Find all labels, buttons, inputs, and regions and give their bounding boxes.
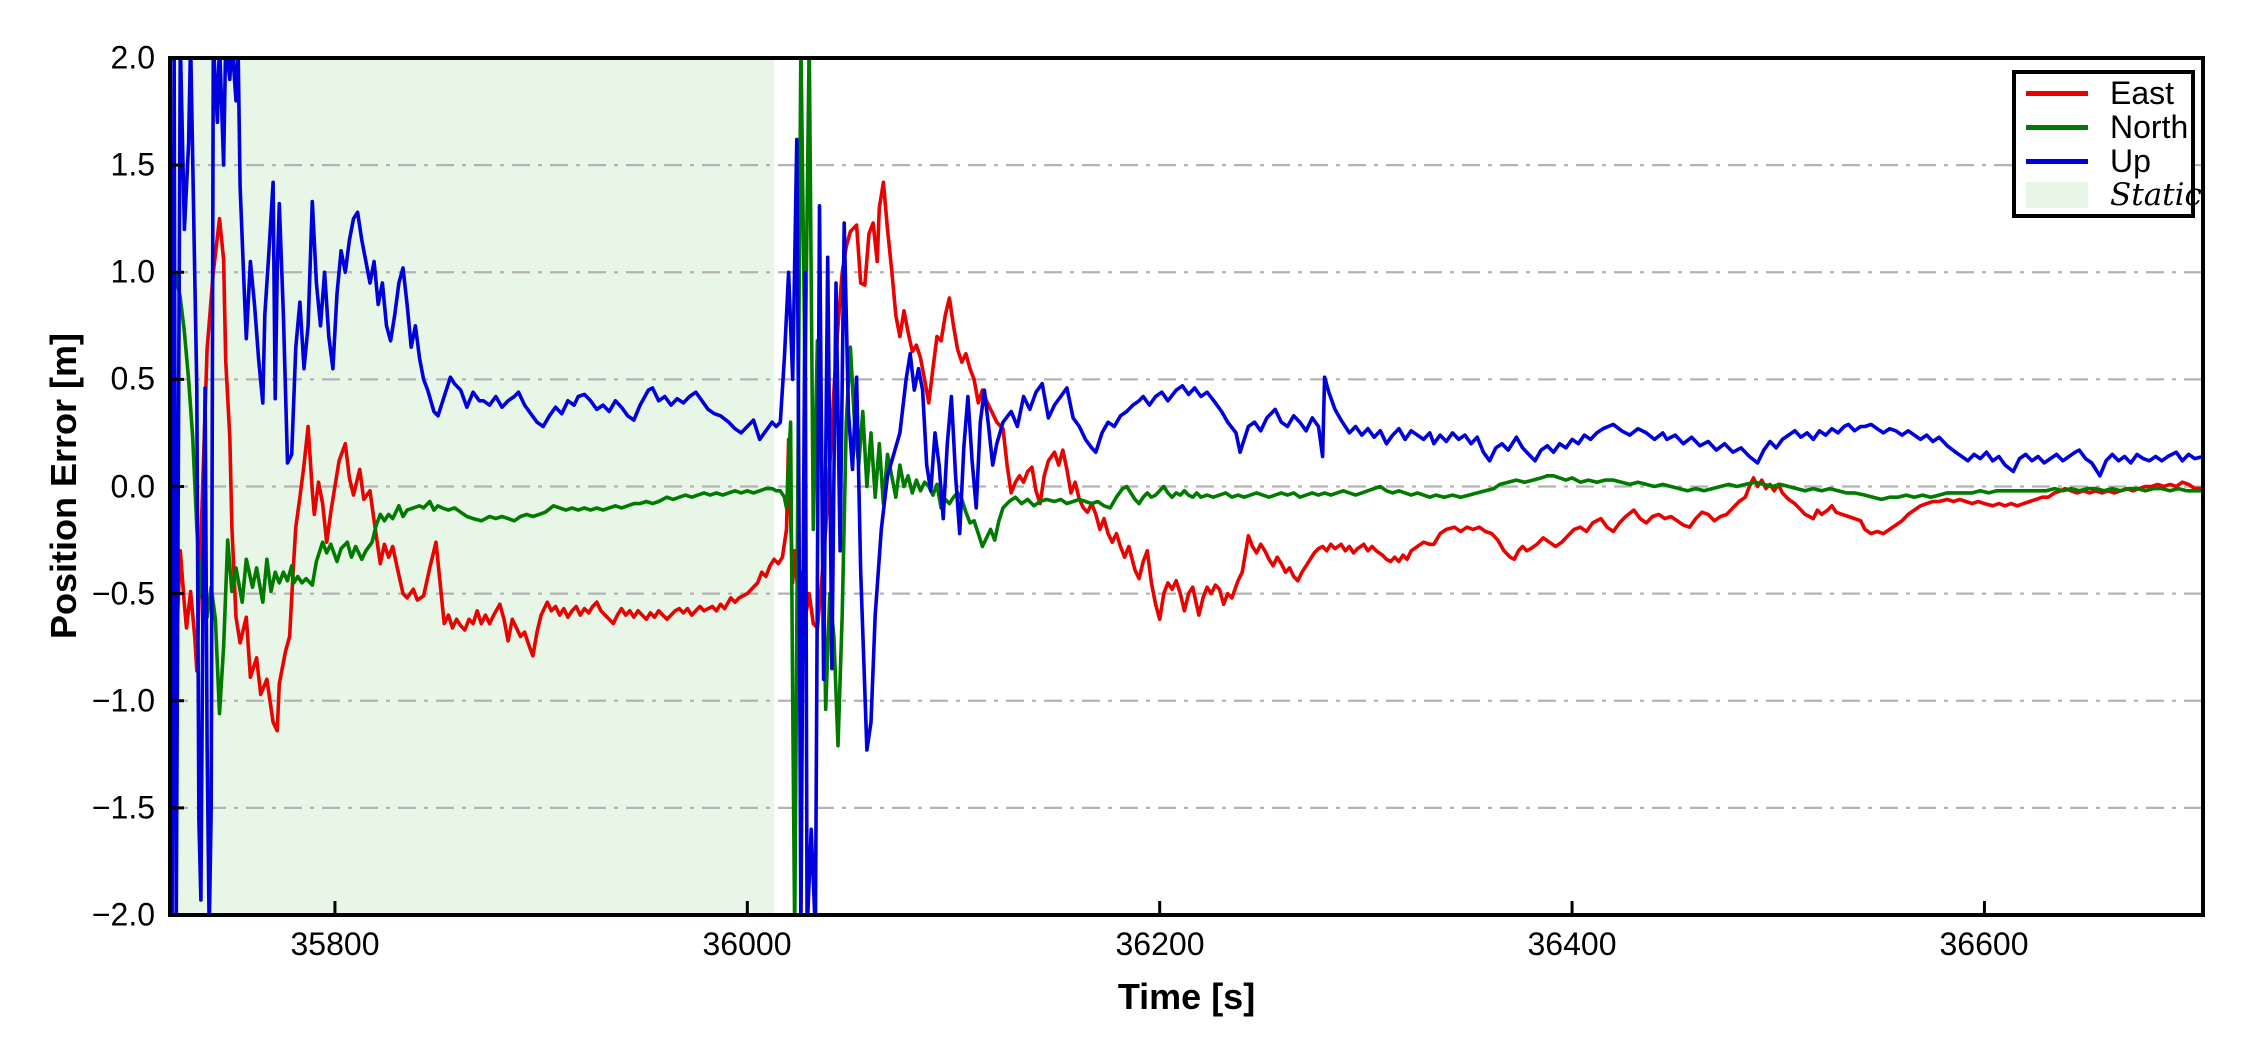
x-tick-label: 36600 — [1939, 926, 2029, 962]
legend-item-up: Up — [2026, 144, 2191, 178]
x-axis-label: Time [s] — [1117, 976, 1256, 1017]
legend-static-patch-swatch — [2026, 182, 2088, 208]
plot-border — [168, 56, 2205, 917]
y-tick-label: 1.0 — [110, 253, 155, 290]
x-tick-label: 36400 — [1527, 926, 1617, 962]
legend-east-label: East — [2110, 75, 2175, 111]
x-tick-label: 35800 — [290, 926, 380, 962]
series-lines — [170, 58, 2203, 915]
y-tick-label: −1.5 — [91, 789, 155, 826]
y-tick-label: −0.5 — [91, 575, 155, 612]
y-tick-label: 1.5 — [110, 146, 155, 183]
series-north-line — [170, 58, 2203, 915]
series-up-line — [170, 58, 2203, 915]
y-tick-label: 2.0 — [110, 39, 155, 76]
series-east-line — [170, 180, 2203, 733]
legend-up-label: Up — [2110, 143, 2151, 179]
legend-north-label: North — [2110, 109, 2189, 145]
legend-north-line-swatch — [2026, 124, 2088, 130]
gridlines — [170, 164, 2203, 809]
legend: East North Up Static — [2012, 70, 2202, 218]
legend-up-line-swatch — [2026, 158, 2088, 164]
legend-item-north: North — [2026, 110, 2191, 144]
y-tick-label: −1.0 — [91, 682, 155, 719]
y-tick-label: 0.5 — [110, 360, 155, 397]
legend-east-line-swatch — [2026, 90, 2088, 96]
legend-item-static: Static — [2026, 178, 2202, 212]
y-tick-label: −2.0 — [91, 896, 155, 933]
legend-static-label: Static — [2110, 176, 2202, 213]
legend-item-east: East — [2026, 76, 2191, 110]
x-tick-label: 36200 — [1115, 926, 1205, 962]
y-axis-label: Position Error [m] — [43, 332, 84, 640]
y-tick-label: 0.0 — [110, 468, 155, 505]
x-tick-label: 36000 — [702, 926, 792, 962]
